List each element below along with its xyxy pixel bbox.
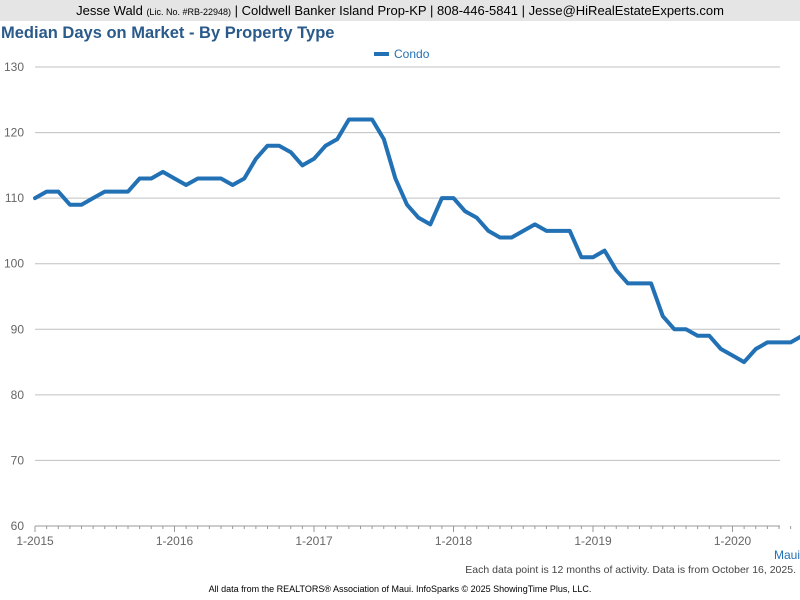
- x-tick-label: 1-2016: [156, 534, 194, 548]
- data-credit: All data from the REALTORS® Association …: [208, 584, 592, 594]
- chart-title: Median Days on Market - By Property Type: [1, 24, 335, 42]
- x-tick-label: 1-2019: [574, 534, 612, 548]
- legend-label: Condo: [394, 47, 430, 61]
- y-tick-label: 80: [11, 388, 25, 402]
- y-tick-label: 100: [4, 257, 24, 271]
- x-tick-label: 1-2020: [714, 534, 752, 548]
- separator-2: |: [430, 3, 434, 18]
- x-tick-label: 1-2015: [16, 534, 54, 548]
- data-footnote: Each data point is 12 months of activity…: [465, 564, 796, 576]
- separator-3: |: [521, 3, 525, 18]
- separator-1: |: [234, 3, 238, 18]
- phone-number[interactable]: 808-446-5841: [437, 3, 518, 18]
- series-line-condo: [33, 117, 800, 365]
- x-tick-label: 1-2018: [435, 534, 473, 548]
- y-tick-label: 60: [11, 519, 25, 533]
- x-tick-label: 1-2017: [295, 534, 333, 548]
- company-name: Coldwell Banker Island Prop-KP: [241, 3, 427, 18]
- region-label: Maui: [774, 548, 800, 562]
- y-tick-label: 110: [5, 191, 24, 205]
- agent-contact-banner: Jesse Wald (Lic. No. #RB-22948) | Coldwe…: [0, 0, 800, 21]
- y-tick-label: 120: [4, 126, 24, 140]
- y-tick-label: 90: [11, 322, 25, 336]
- y-tick-label: 70: [11, 453, 25, 467]
- email-address[interactable]: Jesse@HiRealEstateExperts.com: [528, 3, 724, 18]
- y-tick-label: 130: [4, 60, 24, 74]
- license-number: (Lic. No. #RB-22948): [146, 7, 231, 17]
- agent-name: Jesse Wald: [76, 3, 143, 18]
